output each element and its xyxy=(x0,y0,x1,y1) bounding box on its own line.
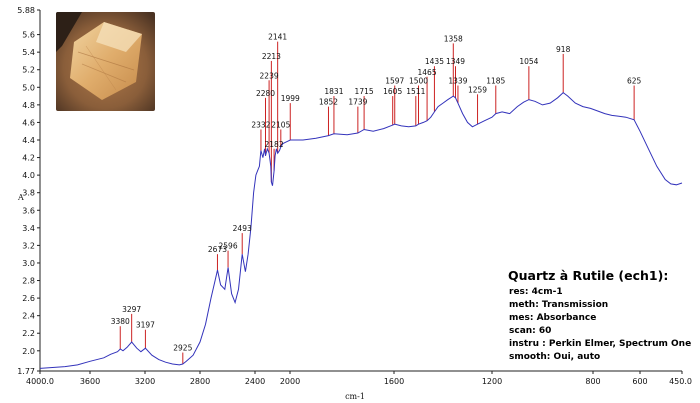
peak-label: 1465 xyxy=(418,68,437,77)
y-tick-label: 2.4 xyxy=(22,312,35,321)
peak-label: 2925 xyxy=(173,344,192,353)
y-tick-label: 4.0 xyxy=(22,171,35,180)
info-resolution: res: 4cm-1 xyxy=(509,287,563,297)
y-tick-label: 5.0 xyxy=(22,83,35,92)
y-tick-label: 1.77 xyxy=(17,367,35,376)
y-tick-label: 3.6 xyxy=(22,206,35,215)
peak-label: 1511 xyxy=(406,87,425,96)
peak-label: 1185 xyxy=(486,77,505,86)
peak-markers xyxy=(119,41,635,364)
peak-label: 2673 xyxy=(208,245,227,254)
peak-label: 2213 xyxy=(262,52,281,61)
peak-label: 1739 xyxy=(348,98,367,107)
x-tick-label: 450.0 xyxy=(669,377,692,386)
x-tick-label: 3600 xyxy=(80,377,100,386)
peak-label: 1605 xyxy=(383,87,402,96)
x-tick-label: 1200 xyxy=(482,377,502,386)
peak-label: 1259 xyxy=(468,85,487,94)
info-title: Quartz à Rutile (ech1): xyxy=(508,268,669,283)
x-tick-label: 800 xyxy=(585,377,600,386)
x-tick-label: 1600 xyxy=(384,377,404,386)
x-tick-label: 600 xyxy=(632,377,647,386)
x-tick-label: 2000 xyxy=(280,377,300,386)
y-tick-label: 2.8 xyxy=(22,277,35,286)
y-tick-label: 2.6 xyxy=(22,294,35,303)
peak-label: 1715 xyxy=(355,87,374,96)
peak-label: 1435 xyxy=(425,57,444,66)
info-smoothing: smooth: Oui, auto xyxy=(509,352,601,362)
peak-label: 2596 xyxy=(219,242,238,251)
peak-label: 2182 xyxy=(265,140,284,149)
y-tick-label: 5.2 xyxy=(22,66,35,75)
spectrum-line xyxy=(39,91,683,369)
y-tick-label: 5.88 xyxy=(17,6,35,15)
peak-label: 3297 xyxy=(122,305,141,314)
sample-info-box: Quartz à Rutile (ech1): res: 4cm-1 meth:… xyxy=(508,268,698,364)
y-tick-label: 5.4 xyxy=(22,48,35,57)
peak-label: 1597 xyxy=(385,77,404,86)
peak-label: 3197 xyxy=(136,321,155,330)
y-axis-label: A xyxy=(17,193,24,202)
y-tick-label: 5.6 xyxy=(22,31,35,40)
y-tick-label: 3.4 xyxy=(22,224,35,233)
info-method: meth: Transmission xyxy=(509,300,609,310)
x-axis-label: cm-1 xyxy=(345,392,365,401)
peak-label: 918 xyxy=(556,45,571,54)
y-tick-label: 3.2 xyxy=(22,241,35,250)
peak-label: 1999 xyxy=(281,94,300,103)
x-tick-label: 2400 xyxy=(245,377,265,386)
x-tick-label: 3200 xyxy=(135,377,155,386)
y-tick-label: 4.2 xyxy=(22,154,35,163)
peak-label: 2141 xyxy=(268,33,287,42)
info-instrument: instru : Perkin Elmer, Spectrum One xyxy=(509,339,692,349)
y-tick-label: 2.2 xyxy=(22,329,35,338)
sample-photo xyxy=(56,12,155,111)
peak-label: 1831 xyxy=(324,87,343,96)
y-tick-label: 4.4 xyxy=(22,136,35,145)
peak-label: 2493 xyxy=(233,224,252,233)
y-tick-label: 4.6 xyxy=(22,118,35,127)
peak-label: 2105 xyxy=(271,120,290,129)
y-tick-label: 2.0 xyxy=(22,347,35,356)
peak-label: 2280 xyxy=(256,89,275,98)
peak-label: 1054 xyxy=(519,57,538,66)
x-tick-label: 4000.0 xyxy=(26,377,54,386)
y-tick-label: 4.8 xyxy=(22,101,35,110)
y-tick-label: 3.8 xyxy=(22,189,35,198)
peak-label: 1358 xyxy=(444,34,463,43)
chart-axes: 1.77 2.0 2.2 2.4 2.6 2.8 3.0 3.2 3.4 3.6 3.8 4.0 4.2… xyxy=(17,6,692,386)
peak-label: 1339 xyxy=(448,77,467,86)
peak-label: 1852 xyxy=(319,98,338,107)
info-scans: scan: 60 xyxy=(509,326,552,336)
peak-label: 625 xyxy=(627,77,642,86)
peak-label: 2239 xyxy=(260,71,279,80)
peak-label: 1500 xyxy=(409,77,428,86)
peak-label: 2332 xyxy=(251,120,270,129)
info-measure: mes: Absorbance xyxy=(509,313,597,323)
spectrum-series xyxy=(39,91,683,369)
y-tick-label: 3.0 xyxy=(22,259,35,268)
peak-label: 1349 xyxy=(446,57,465,66)
x-tick-label: 2800 xyxy=(190,377,210,386)
peak-label: 3380 xyxy=(111,317,130,326)
